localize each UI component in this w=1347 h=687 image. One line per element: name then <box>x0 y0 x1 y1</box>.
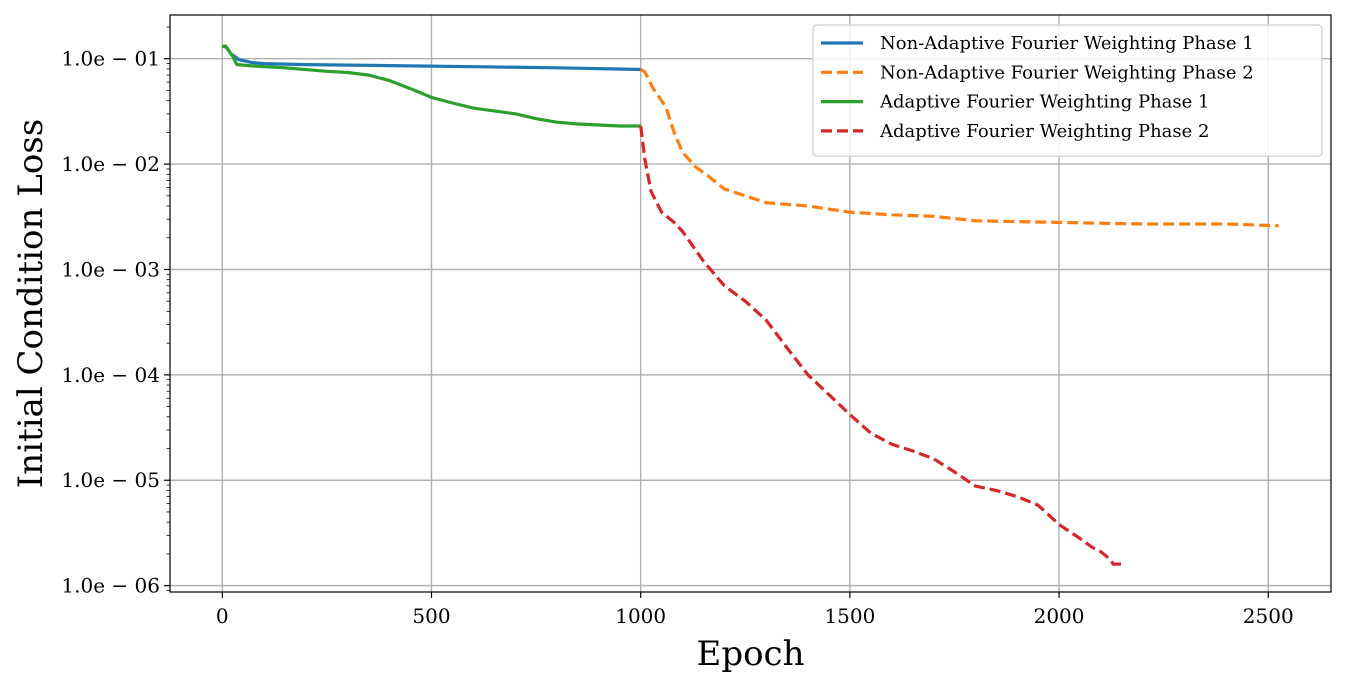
y-axis-title: Initial Condition Loss <box>11 119 51 488</box>
y-axis: 1.0e − 01 1.0e − 02 1.0e − 03 1.0e − 04 1.0e… <box>61 26 170 598</box>
y-tick-label: 1.0e − 05 <box>61 468 160 492</box>
legend-label: Non-Adaptive Fourier Weighting Phase 1 <box>880 33 1254 54</box>
x-axis: 0 500 1000 1500 2000 2500 <box>216 592 1294 628</box>
x-tick-label: 1500 <box>824 604 875 628</box>
legend-box <box>812 24 1323 157</box>
y-tick-label: 1.0e − 02 <box>61 152 160 176</box>
legend-label: Adaptive Fourier Weighting Phase 1 <box>879 92 1209 113</box>
x-axis-title: Epoch <box>697 634 805 674</box>
plot-frame <box>169 14 1332 593</box>
legend: Non-Adaptive Fourier Weighting Phase 1 No… <box>812 24 1323 157</box>
series-line-non-adaptive-fourier-weighting-phase-2 <box>639 68 1279 228</box>
y-tick-label: 1.0e − 01 <box>61 47 160 71</box>
y-tick-label: 1.0e − 06 <box>61 574 160 598</box>
x-tick-label: 500 <box>412 604 450 628</box>
series-lines <box>221 44 1279 566</box>
series-line-adaptive-fourier-weighting-phase-2 <box>639 125 1122 566</box>
y-tick-label: 1.0e − 04 <box>61 363 160 387</box>
legend-label: Non-Adaptive Fourier Weighting Phase 2 <box>880 62 1254 83</box>
legend-label: Adaptive Fourier Weighting Phase 2 <box>879 121 1209 142</box>
x-tick-label: 1000 <box>615 604 666 628</box>
x-tick-label: 2500 <box>1243 604 1294 628</box>
x-tick-label: 0 <box>216 604 229 628</box>
x-tick-label: 2000 <box>1034 604 1085 628</box>
y-tick-label: 1.0e − 03 <box>61 257 160 281</box>
series-line-adaptive-fourier-weighting-phase-1 <box>221 44 641 128</box>
